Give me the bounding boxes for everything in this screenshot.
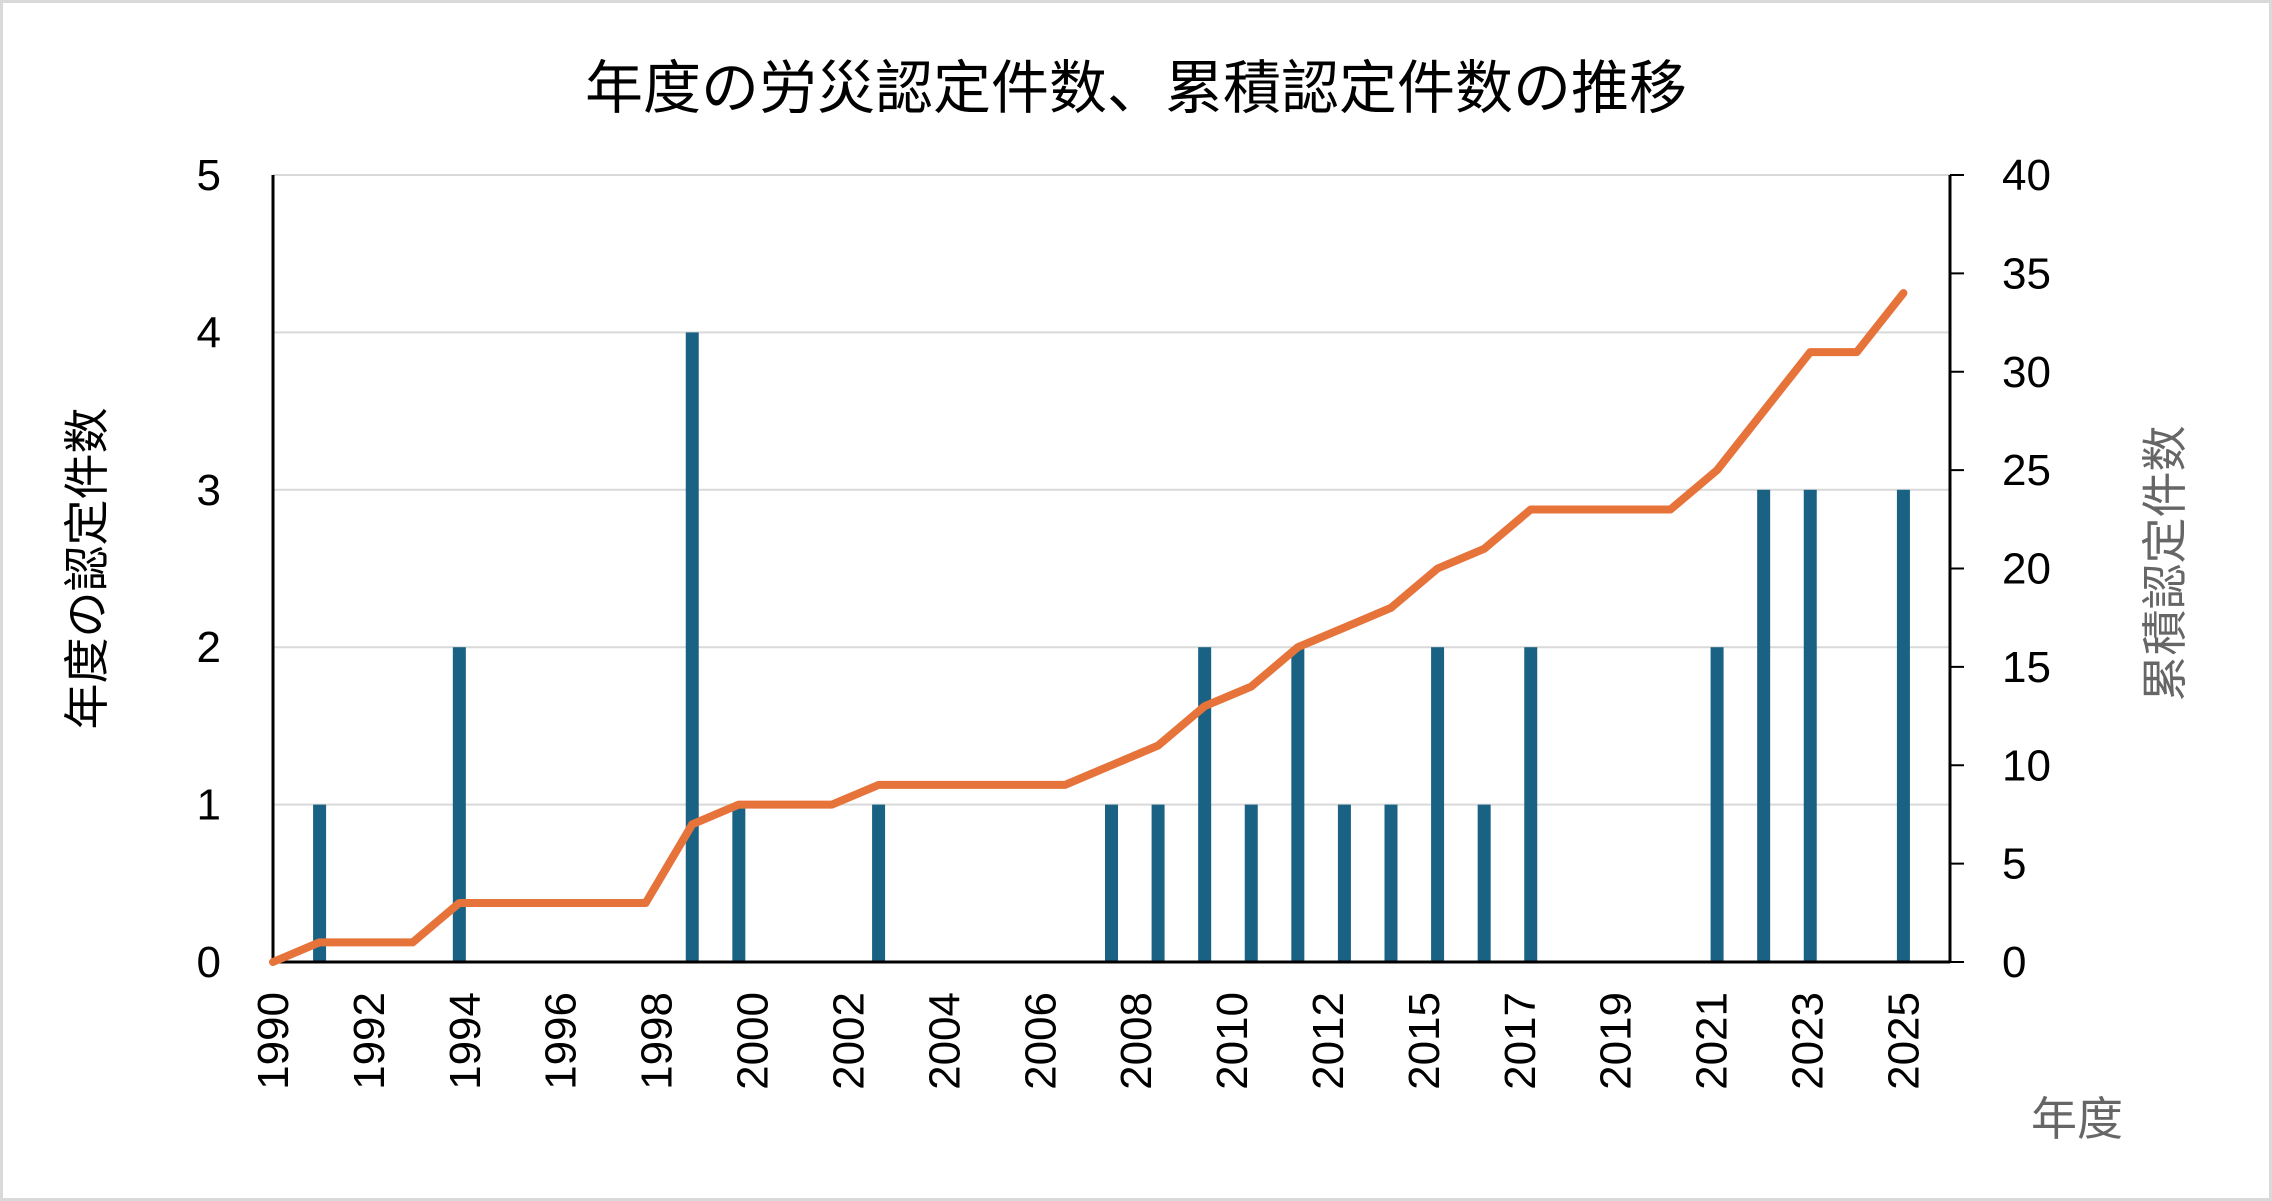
x-tick-label: 2019 (1592, 992, 1641, 1090)
bar-mark (1384, 804, 1398, 962)
y2-tick-label: 40 (2002, 151, 2051, 200)
y-tick-label: 2 (197, 623, 221, 672)
y-tick-label: 4 (197, 308, 221, 357)
y2-tick-label: 5 (2002, 840, 2026, 889)
bar-mark (313, 804, 327, 962)
bar-mark (1524, 647, 1538, 962)
x-tick-label: 1994 (441, 992, 490, 1090)
bar-mark (1477, 804, 1491, 962)
y2-tick-label: 10 (2002, 741, 2051, 790)
x-tick-label: 2000 (729, 992, 778, 1090)
x-tick-label: 2006 (1016, 992, 1065, 1090)
x-axis-title: 年度 (2031, 1092, 2123, 1146)
bar-mark (872, 804, 886, 962)
y2-tick-label: 35 (2002, 249, 2051, 298)
x-tick-label: 2012 (1304, 992, 1353, 1090)
y-tick-label: 3 (197, 466, 221, 515)
x-tick-label: 2002 (824, 992, 873, 1090)
x-tick-label: 2017 (1496, 992, 1545, 1090)
x-tick-label: 2023 (1784, 992, 1833, 1090)
y-axis-title: 年度の認定件数 (60, 408, 114, 730)
y2-tick-label: 0 (2002, 938, 2026, 987)
bar-mark (732, 804, 746, 962)
bar-mark (1710, 647, 1724, 962)
y2-axis-title: 累積認定件数 (2138, 426, 2192, 702)
x-tick-label: 2010 (1208, 992, 1257, 1090)
x-tick-label: 2008 (1112, 992, 1161, 1090)
y2-tick-label: 30 (2002, 348, 2051, 397)
bar-mark (685, 332, 699, 962)
bar-mark (1151, 804, 1165, 962)
x-tick-label: 1998 (633, 992, 682, 1090)
y-tick-label: 0 (197, 938, 221, 987)
bar-mark (452, 647, 466, 962)
bar-mark (1431, 647, 1445, 962)
x-tick-label: 2015 (1400, 992, 1449, 1090)
x-tick-label: 2021 (1688, 992, 1737, 1090)
bar-mark (1244, 804, 1258, 962)
bar-mark (1803, 489, 1817, 962)
x-tick-label: 1992 (345, 992, 394, 1090)
x-tick-label: 1996 (537, 992, 586, 1090)
bar-mark (1105, 804, 1118, 962)
y2-tick-label: 20 (2002, 545, 2051, 594)
y-tick-label: 5 (197, 151, 221, 200)
cumulative-line (269, 289, 1908, 966)
x-tick-label: 1990 (249, 992, 298, 1090)
bar-mark (1896, 489, 1910, 962)
x-tick-label: 2025 (1879, 992, 1928, 1090)
y2-tick-label: 15 (2002, 643, 2051, 692)
bar-mark (1337, 804, 1351, 962)
bar-mark (1757, 489, 1771, 962)
y2-tick-label: 25 (2002, 446, 2051, 495)
chart-title: 年度の労災認定件数、累積認定件数の推移 (584, 54, 1687, 122)
bar-mark (1198, 647, 1212, 962)
x-tick-label: 2004 (920, 992, 969, 1090)
bar-mark (1291, 647, 1305, 962)
y-tick-label: 1 (197, 781, 221, 830)
